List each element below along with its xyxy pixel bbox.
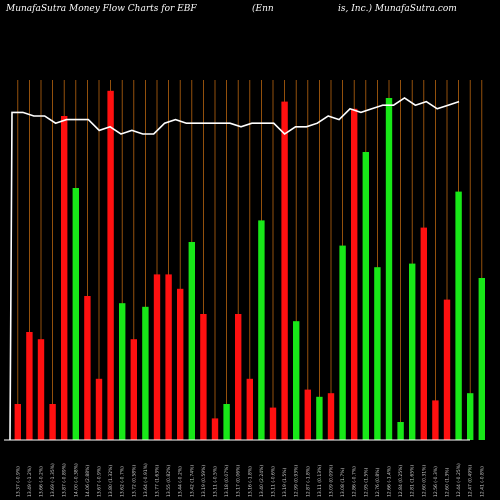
x-tick-label: 12.76 (0.8%) [375,467,381,497]
bar [432,400,439,440]
bar [339,245,346,440]
x-tick-label: 13.55 (0.82%) [166,465,172,497]
x-tick-label: 13.49 (-1.2%) [27,466,33,497]
bar [455,191,462,440]
x-tick-label: 12.84 (0.25%) [398,465,404,497]
bar [84,296,91,440]
bar [107,90,114,441]
company-name-suffix: is, Inc.) MunafaSutra.com [338,4,457,14]
x-tick-label: 12.47 (0.49%) [468,465,474,497]
x-tick-label: 13.11 (-0.5%) [213,466,219,497]
x-tick-label: 12.60 (0.31%) [421,465,427,497]
x-tick-label: 13.64 (-0.91%) [143,463,149,497]
x-tick-label: 13.72 (0.58%) [131,465,137,497]
bar [304,389,311,440]
x-tick-label: 12.56 (-0.3%) [433,466,439,497]
bar [153,274,161,440]
x-tick-label: 13.44 (-0.2%) [178,466,184,497]
bar [200,314,207,440]
x-tick-label: 13.09 (0.09%) [329,465,335,497]
x-tick-label: 13.11 (-0.6%) [271,466,277,497]
bar [61,116,68,440]
x-tick-label: 12.87 (-1.8%) [305,466,311,497]
x-tick-label: 13.37 (-0.9%) [15,466,21,497]
bar [142,306,149,440]
x-tick-label: 12.60 (1.3%) [445,467,451,497]
x-tick-label: 13.66 (-0.2%) [39,466,45,497]
bar [362,152,369,440]
bar [351,108,358,441]
bar [37,339,45,440]
company-name-prefix: (Enn [252,4,274,14]
chart-title: MunafaSutra Money Flow Charts for EBF [6,4,197,14]
x-tick-label: 13.69 (-1.35%) [50,463,56,497]
bar [95,378,103,440]
x-tick-label: 13.87 (-0.89%) [62,463,68,497]
bar [293,321,300,440]
x-tick-label: 12.95 (1.5%) [363,467,369,497]
bar [316,396,323,440]
bar [478,278,485,440]
bar [409,263,416,440]
x-tick-label: 13.42 (1.74%) [189,465,195,497]
bar [327,393,335,440]
x-tick-label: 13.18 (0.07%) [224,465,230,497]
bar [72,188,79,440]
bar [397,422,404,440]
x-tick-label: 12.86 (-0.7%) [352,466,358,497]
x-tick-label: 14.00 (-0.38%) [73,463,79,497]
x-tick-label: 13.08 (1.7%) [340,467,346,497]
x-tick-label: 13.16 (-1.8%) [247,466,253,497]
bar [385,98,393,440]
bar [467,393,474,440]
bar [130,339,137,440]
bar [269,407,277,440]
bar [374,267,381,440]
bar [246,378,253,440]
x-tick-label: 13.40 (2.24%) [259,465,265,497]
x-tick-label: 13.19 (1.5%) [282,467,288,497]
x-tick-label: 12.44 (-0.25%) [456,463,462,497]
bar [26,332,33,440]
x-tick-label: 13.80 (1.32%) [108,465,114,497]
x-tick-label: 12.81 (1.65%) [410,465,416,497]
x-tick-label: 13.62 (-0.7%) [120,466,126,497]
bar [14,404,21,440]
x-tick-label: 14.06 (2.88%) [85,465,91,497]
money-flow-line [9,97,460,441]
bar [211,418,219,440]
bar [420,227,427,440]
x-tick-label: 13.67 (-0.9%) [97,466,103,497]
x-tick-label: 13.19 (0.59%) [201,465,207,497]
x-tick-label: 13.77 (1.63%) [155,465,161,497]
x-tick-label: 13.11 (0.13%) [317,465,323,497]
bar [119,303,126,440]
bar [258,220,265,440]
bar [443,299,451,440]
bar [235,314,242,440]
bar [281,101,288,440]
bar [188,242,195,440]
bar [223,404,230,440]
bar [177,288,184,440]
bar [49,404,56,440]
x-tick-label: 13.17 (0.06%) [236,465,242,497]
x-tick-label: 12.66 (-1.4%) [387,466,393,497]
bar [165,274,172,440]
x-tick-label: 12.41 (-0.8%) [479,466,485,497]
x-tick-label: 12.99 (0.93%) [294,465,300,497]
